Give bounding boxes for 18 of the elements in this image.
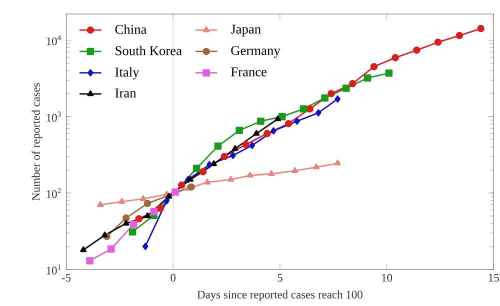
x-axis-title: Days since reported cases reach 100	[197, 290, 362, 301]
legend-label: Iran	[115, 88, 136, 98]
legend-label: Italy	[115, 67, 140, 80]
legend-label: South Korea	[116, 46, 182, 56]
y-tick-label: 10$^{1}$	[46, 264, 61, 275]
legend-label: France	[231, 68, 267, 77]
x-tick-label: 5	[278, 274, 282, 282]
x-tick-label: 10	[382, 274, 392, 282]
y-axis-title: Number of reported cases	[32, 83, 42, 201]
legend-label: Germany	[231, 46, 280, 58]
x-tick-label: 0	[170, 274, 176, 282]
x-tick-label: -5	[62, 274, 71, 282]
y-tick-label: 10$^{2}$	[46, 188, 61, 198]
legend-label: Japan	[230, 24, 261, 36]
legend-label: China	[115, 24, 147, 34]
x-tick-label: 15	[488, 274, 499, 282]
y-tick-label: 10$^{4}$	[46, 35, 62, 46]
y-tick-label: 10$^{3}$	[46, 112, 61, 122]
